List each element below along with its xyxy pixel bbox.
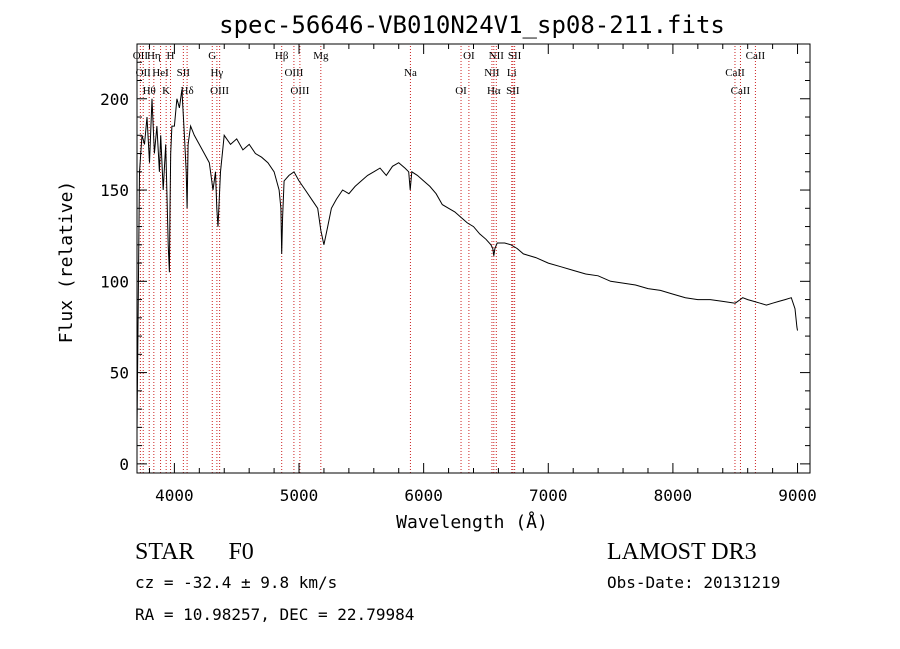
line-marker-label: Hβ [275,50,289,62]
chart-title: spec-56646-VB010N24V1_sp08-211.fits [219,11,725,39]
line-marker-label: Hα [487,85,501,97]
line-marker-label: Mg [313,50,329,62]
survey-name: LAMOST DR3 [607,539,757,565]
line-marker-label: SII [177,67,191,79]
line-marker-label: OI [463,50,475,62]
line-marker-label: OI [455,85,467,97]
line-marker-label: Hθ [143,85,156,97]
line-marker-label: G [208,50,216,62]
redshift-text: cz = -32.4 ± 9.8 km/s [135,573,338,592]
x-tick-label: 7000 [529,486,568,505]
y-tick-label: 100 [100,272,129,291]
line-marker-label: Hη [147,50,161,62]
object-class: STAR F0 [135,539,254,566]
line-marker-label: H [167,50,175,62]
line-marker-label: SII [508,50,522,62]
coordinates-text: RA = 10.98257, DEC = 22.79984 [135,605,415,624]
y-tick-label: 200 [100,90,129,109]
y-tick-label: 150 [100,181,129,200]
y-axis-label: Flux (relative) [56,181,77,344]
line-marker-label: OIII [290,85,309,97]
x-tick-label: 5000 [280,486,319,505]
line-marker-label: SII [506,85,520,97]
line-marker-label: Hγ [210,67,223,79]
line-marker-label: Hδ [181,85,194,97]
spectrum-line [136,89,798,432]
line-marker-label: CaII [746,50,766,62]
plot-frame [136,43,811,474]
line-marker-label: HeI [152,67,169,79]
line-markers [139,46,756,473]
line-marker-label: Na [404,67,417,79]
x-axis-label: Wavelength (Å) [396,511,548,533]
x-tick-label: 8000 [654,486,693,505]
classification: STAR [135,539,195,565]
line-marker-label: OIII [210,85,229,97]
line-marker-label: OII [136,67,152,79]
line-marker-label: CaII [731,85,751,97]
axis-ticks [137,44,810,473]
y-tick-label: 50 [110,364,129,383]
line-marker-labels: OIIOIIHθHηHeIKHSIIHδGHγOIIIHβOIIIOIIIMgN… [133,50,766,97]
x-tick-label: 4000 [155,486,194,505]
subclass: F0 [228,539,254,565]
x-tick-label: 6000 [404,486,443,505]
line-marker-label: NII [484,67,500,79]
x-tick-label: 9000 [778,486,817,505]
y-tick-label: 0 [119,455,129,474]
line-marker-label: CaII [725,67,745,79]
obs-date: Obs-Date: 20131219 [607,573,781,592]
line-marker-label: NII [489,50,505,62]
axis-tick-labels: 4000 5000 6000 7000 8000 9000 0 50 100 150 200 [100,90,817,505]
line-marker-label: Li [507,67,517,79]
line-marker-label: OIII [284,67,303,79]
line-marker-label: K [162,85,170,97]
